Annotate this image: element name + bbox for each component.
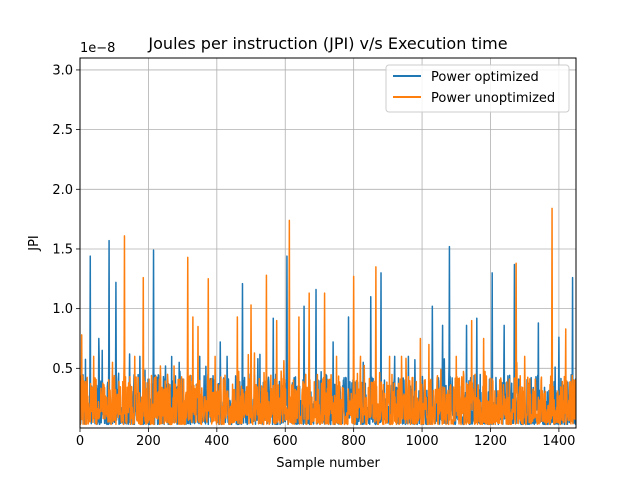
legend-label-unoptimized: Power unoptimized: [431, 91, 555, 106]
y-tick-label: 1.5: [52, 242, 73, 257]
y-tick-label: 0.5: [52, 362, 73, 377]
series-layer: [80, 207, 576, 426]
plot-frame: [79, 57, 577, 429]
legend-label-optimized: Power optimized: [431, 70, 539, 85]
x-tick-label: 0: [76, 434, 84, 449]
y-tick-label: 3.0: [52, 63, 73, 78]
x-axis: 0 200 400 600 800 1000 1200 1400: [76, 428, 575, 449]
y-tick-label: 2.0: [52, 183, 73, 198]
y-tick-label: 1.0: [52, 302, 73, 317]
x-tick-label: 200: [136, 434, 161, 449]
x-tick-label: 800: [341, 434, 366, 449]
x-tick-label: 1200: [474, 434, 507, 449]
x-tick-label: 600: [273, 434, 298, 449]
series-line-1: [80, 207, 576, 426]
y-axis: 0.5 1.0 1.5 2.0 2.5 3.0: [52, 63, 80, 377]
x-tick-label: 1000: [406, 434, 439, 449]
y-offset-label: 1e−8: [80, 41, 115, 56]
legend: Power optimized Power unoptimized: [385, 64, 570, 113]
x-tick-label: 400: [204, 434, 229, 449]
chart-title: Joules per instruction (JPI) v/s Executi…: [147, 34, 507, 53]
x-axis-label: Sample number: [276, 456, 380, 471]
y-tick-label: 2.5: [52, 123, 73, 138]
legend-box: [385, 64, 570, 113]
x-tick-label: 1400: [542, 434, 575, 449]
grid: [79, 58, 576, 428]
y-axis-label: JPI: [27, 235, 42, 252]
